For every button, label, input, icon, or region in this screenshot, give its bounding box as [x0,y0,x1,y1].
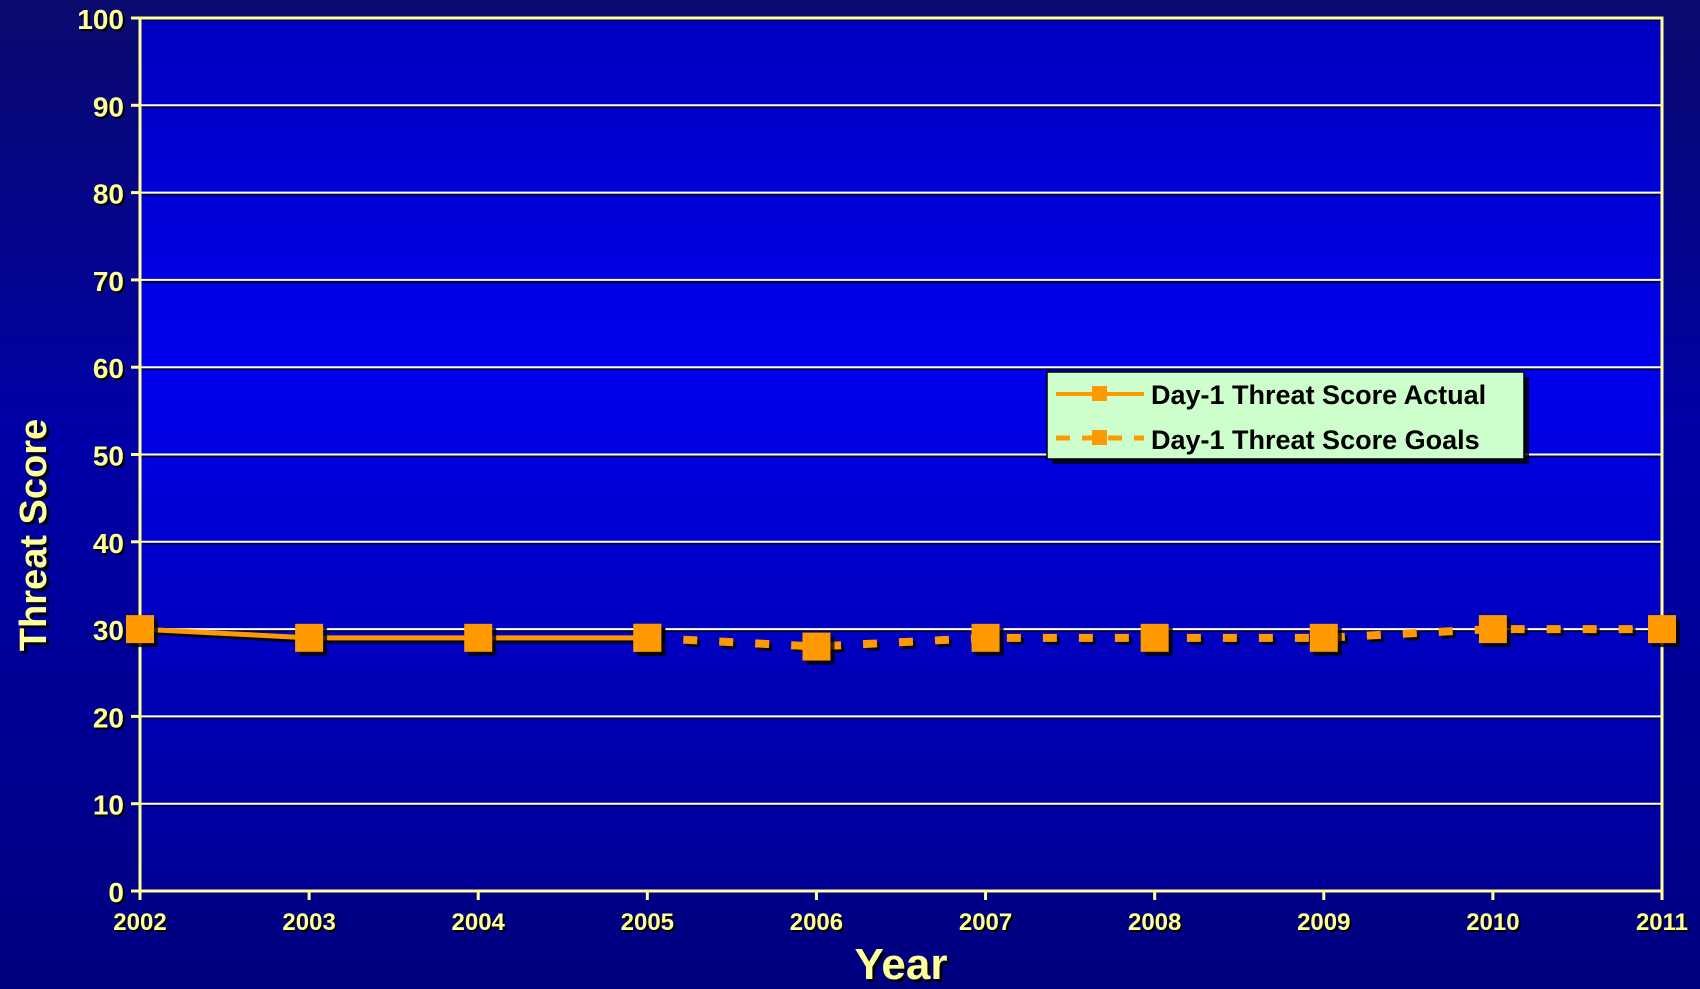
y-tick-label-shadow: 90 [95,93,126,124]
y-tick-label: 20 [93,702,124,733]
point-marker-0-2004 [464,623,493,652]
x-tick-label: 2008 [1128,909,1181,936]
y-tick-label-shadow: 70 [95,268,126,299]
x-tick-label-shadow: 2007 [961,911,1014,938]
y-tick-label-shadow: 100 [79,6,126,37]
legend-label-goals: Day-1 Threat Score Goals [1151,425,1480,455]
point-marker-1-2008 [1140,623,1169,652]
y-tick-label: 90 [93,91,124,122]
y-tick-label-shadow: 30 [95,617,126,648]
y-tick-label: 80 [93,179,124,210]
legend-item-goals: Day-1 Threat Score Goals [1056,425,1480,455]
y-tick-label: 70 [93,266,124,297]
x-tick-label: 2010 [1466,909,1519,936]
legend-label-actual: Day-1 Threat Score Actual [1151,380,1486,410]
x-tick-label-shadow: 2005 [623,911,676,938]
y-tick-label: 0 [108,877,124,908]
series-line-shadow [142,629,651,644]
y-tick-label: 30 [93,615,124,646]
x-tick-label: 2004 [452,909,506,936]
point-marker-0-2002 [126,615,154,644]
x-tick-label-shadow: 2008 [1130,911,1183,938]
y-axis-title-group: Threat Score Threat Score [13,419,58,654]
y-tick-label-shadow: 10 [95,792,126,823]
x-tick-label-shadow: 2009 [1299,911,1352,938]
x-tick-label: 2002 [113,909,166,936]
point-marker-0-2003 [295,623,324,652]
x-tick-label: 2003 [282,909,335,936]
x-tick-label: 2009 [1297,909,1350,936]
series-layer [126,615,1680,665]
point-marker-1-2007 [971,623,1000,652]
y-tick-label-shadow: 60 [95,355,126,386]
y-tick-label-shadow: 40 [95,530,126,561]
legend: Day-1 Threat Score Actual Day-1 Threat S… [1046,371,1529,464]
x-tick-label: 2011 [1636,909,1688,936]
y-tick-labels: 0010102020303040405050606070708080909010… [77,4,126,910]
point-marker-1-2010 [1478,615,1507,644]
x-axis-title-shadow: Year [858,943,951,989]
y-tick-label: 60 [93,353,124,384]
x-tick-label: 2006 [790,909,843,936]
legend-marker-actual [1092,386,1107,401]
legend-box [1046,371,1525,460]
y-tick-label: 100 [77,4,124,35]
x-tick-label-shadow: 2004 [454,911,508,938]
x-tick-label-shadow: 2010 [1468,911,1521,938]
y-tick-label: 50 [93,441,124,472]
y-tick-label-shadow: 50 [95,443,126,474]
point-marker-1-2011 [1648,615,1676,644]
x-tick-label-shadow: 2006 [792,911,845,938]
y-tick-label: 10 [93,790,124,821]
point-marker-1-2006 [802,632,831,661]
x-tick-label-shadow: 2003 [284,911,337,938]
series-line-0 [139,626,648,641]
y-tick-label: 40 [93,528,124,559]
x-tick-label: 2005 [621,909,674,936]
y-axis-title-shadow: Threat Score [16,422,58,654]
point-marker-1-2009 [1309,623,1338,652]
y-tick-label-shadow: 0 [110,879,126,910]
x-tick-label-shadow: 2002 [115,911,168,938]
y-axis-title: Threat Score [13,419,55,651]
x-tick-label: 2007 [959,909,1012,936]
x-axis-title: Year [855,940,948,989]
point-marker-1-2005 [633,623,662,652]
x-tick-label-shadow: 2011 [1638,911,1690,938]
y-tick-label-shadow: 20 [95,704,126,735]
x-axis-title-group: Year Year [855,940,951,989]
axes [131,16,1664,900]
y-tick-label-shadow: 80 [95,181,126,212]
legend-item-actual: Day-1 Threat Score Actual [1056,380,1486,410]
plot-border [138,16,1664,893]
legend-marker-goals [1092,430,1107,445]
